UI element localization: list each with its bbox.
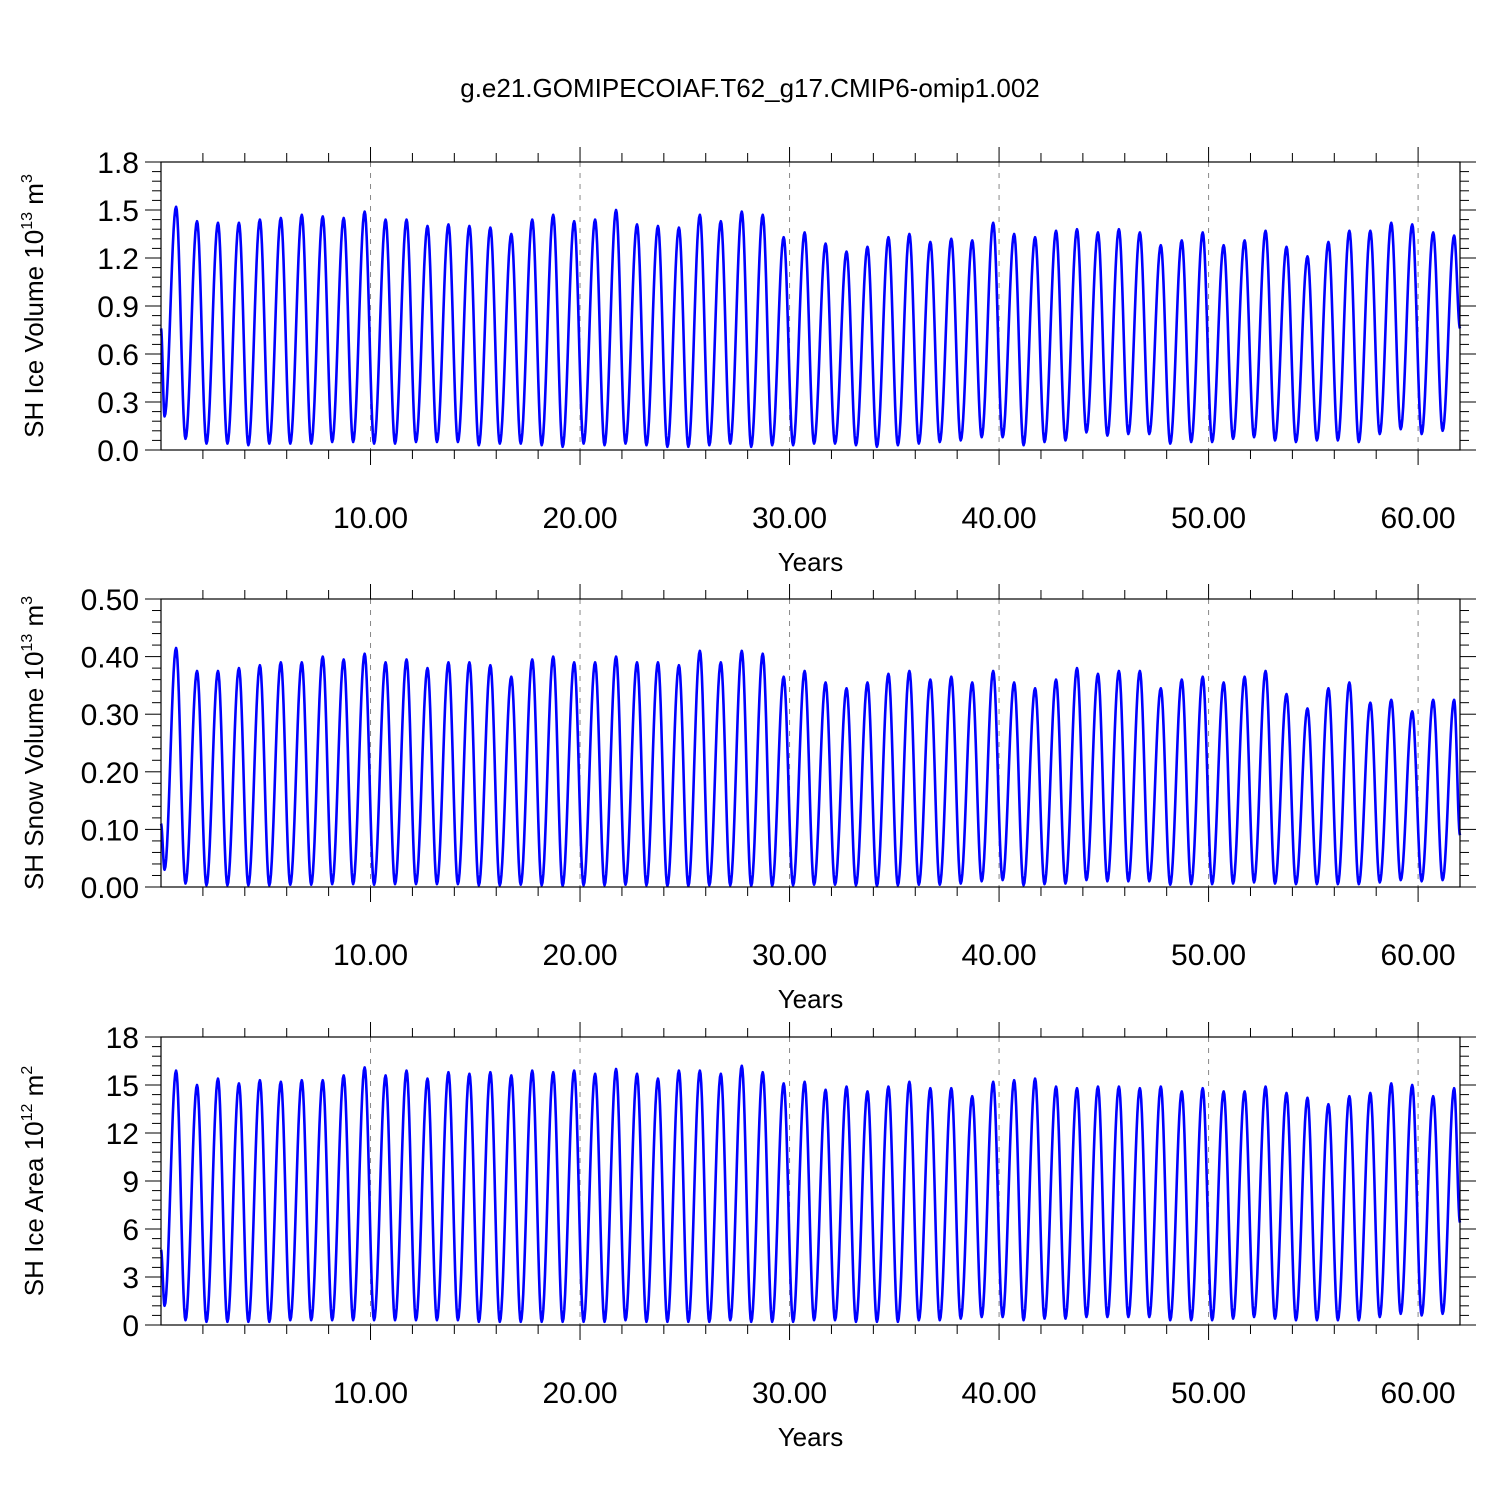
x-tick-label: 20.00 bbox=[542, 1377, 617, 1410]
y-tick-label: 0.20 bbox=[81, 757, 139, 790]
panel-ice-volume: 0.0 0.3 0.6 0.9 1.2 1.5 1.8 10.00 20.00 30.00 40.0… bbox=[19, 147, 1476, 577]
y-tick-label: 9 bbox=[122, 1166, 139, 1199]
x-tick-label: 10.00 bbox=[333, 502, 408, 535]
y-tick-label: 6 bbox=[122, 1214, 139, 1247]
panel-ice-area: 0 3 6 9 12 15 18 10.00 20.00 30.00 40.00 50.00 60.00… bbox=[19, 1022, 1476, 1452]
y-tick-label: 1.2 bbox=[97, 243, 139, 276]
y-tick-label: 15 bbox=[106, 1070, 139, 1103]
y-tick-label: 0.0 bbox=[97, 435, 139, 468]
series-line-ice-volume bbox=[159, 205, 1462, 449]
x-axis-label: Years bbox=[778, 1422, 844, 1452]
series-line-snow-volume bbox=[159, 646, 1462, 888]
x-tick-label: 20.00 bbox=[542, 939, 617, 972]
y-axis-label: SH Ice Area 1012 m2 bbox=[19, 1066, 49, 1297]
figure-title: g.e21.GOMIPECOIAF.T62_g17.CMIP6-omip1.00… bbox=[460, 73, 1040, 103]
plot-frame bbox=[160, 598, 1461, 888]
y-tick-label: 0.40 bbox=[81, 642, 139, 675]
x-tick-label: 40.00 bbox=[962, 939, 1037, 972]
x-tick-label: 60.00 bbox=[1381, 939, 1456, 972]
y-axis-label: SH Snow Volume 1013 m3 bbox=[19, 596, 49, 890]
x-tick-label: 40.00 bbox=[962, 1377, 1037, 1410]
y-tick-label: 12 bbox=[106, 1118, 139, 1151]
panel-snow-volume: 0.00 0.10 0.20 0.30 0.40 0.50 10.00 20.00 30.00 4… bbox=[19, 584, 1476, 1014]
x-tick-label: 50.00 bbox=[1171, 1377, 1246, 1410]
y-tick-label: 0.30 bbox=[81, 699, 139, 732]
x-tick-label: 50.00 bbox=[1171, 502, 1246, 535]
y-tick-label: 0.9 bbox=[97, 291, 139, 324]
y-tick-label: 0.3 bbox=[97, 387, 139, 420]
y-tick-label: 0.6 bbox=[97, 339, 139, 372]
x-tick-label: 60.00 bbox=[1381, 1377, 1456, 1410]
x-axis-label: Years bbox=[778, 984, 844, 1014]
x-tick-label: 20.00 bbox=[542, 502, 617, 535]
y-tick-label: 0.10 bbox=[81, 814, 139, 847]
x-axis-label: Years bbox=[778, 547, 844, 577]
x-tick-label: 10.00 bbox=[333, 939, 408, 972]
x-tick-label: 10.00 bbox=[333, 1377, 408, 1410]
x-tick-label: 30.00 bbox=[752, 939, 827, 972]
y-tick-label: 0 bbox=[122, 1310, 139, 1343]
x-tick-label: 50.00 bbox=[1171, 939, 1246, 972]
y-tick-label: 18 bbox=[106, 1022, 139, 1055]
x-tick-label: 60.00 bbox=[1381, 502, 1456, 535]
y-tick-label: 1.8 bbox=[97, 147, 139, 180]
x-tick-label: 30.00 bbox=[752, 502, 827, 535]
series-line-ice-area bbox=[159, 1064, 1462, 1324]
x-tick-label: 40.00 bbox=[962, 502, 1037, 535]
y-tick-label: 0.50 bbox=[81, 584, 139, 617]
y-axis-label: SH Ice Volume 1013 m3 bbox=[19, 174, 49, 438]
y-tick-label: 3 bbox=[122, 1262, 139, 1295]
y-tick-label: 0.00 bbox=[81, 872, 139, 905]
y-tick-label: 1.5 bbox=[97, 195, 139, 228]
x-tick-label: 30.00 bbox=[752, 1377, 827, 1410]
